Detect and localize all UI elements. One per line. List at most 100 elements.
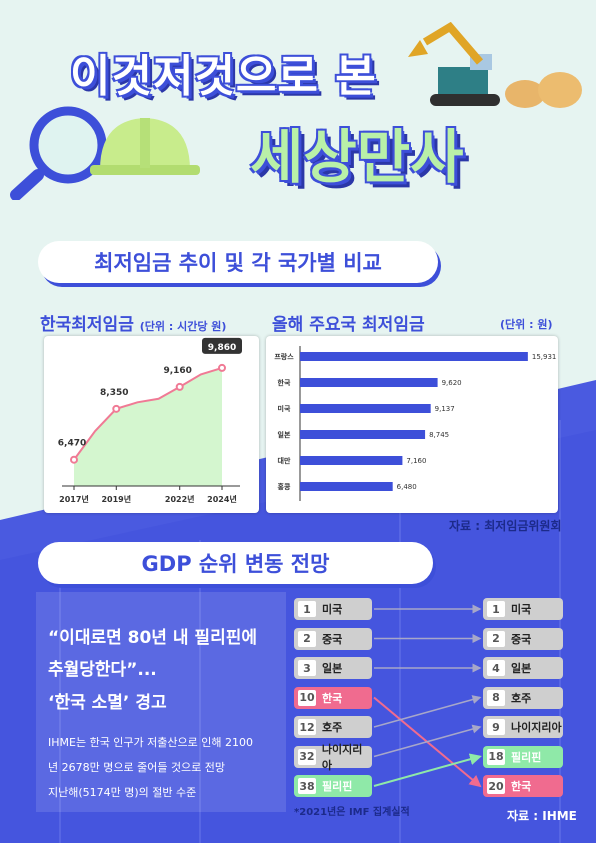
rank-number: 9 <box>487 719 505 735</box>
left-rank-item: 32 나이지리아 <box>294 743 372 772</box>
category-label: 한국 <box>278 378 291 387</box>
right-rank-item: 4 일본 <box>483 657 563 679</box>
rank-number: 2 <box>487 630 505 647</box>
korea-wage-title-text: 한국최저임금 <box>40 315 134 335</box>
page-title-line2: 세상만사 <box>250 123 464 191</box>
para-line3: 지난해(5174만 명)의 절반 수준 <box>48 786 197 799</box>
rank-number: 10 <box>298 689 316 706</box>
country-name: 호주 <box>322 721 343 734</box>
korea-wage-title: 한국최저임금 (단위 : 시간당 원) <box>40 310 226 335</box>
country-name: 미국 <box>322 603 343 616</box>
korea-wage-chart-panel: 6,470 8,350 9,160 9,860 2017년 2019년 2022년 2024년 <box>44 336 259 513</box>
rank-number: 8 <box>487 689 505 706</box>
rank-number: 4 <box>487 660 505 676</box>
quote-line2: 추월당한다”... <box>48 660 157 680</box>
country-name: 나이지리아 <box>511 721 562 734</box>
data-label: 8,350 <box>100 388 128 398</box>
data-point <box>112 404 121 413</box>
left-rank-item: 2 중국 <box>294 627 372 650</box>
category-label: 일본 <box>278 430 291 439</box>
data-point <box>218 363 226 372</box>
right-rank-item: 20 한국 <box>483 775 563 797</box>
data-label-badge <box>202 337 242 354</box>
category-label: 홍콩 <box>278 482 291 491</box>
gdp-text-box <box>36 592 286 812</box>
korea-wage-unit: (단위 : 시간당 원) <box>139 320 227 333</box>
x-tick-label: 2019년 <box>101 494 131 504</box>
left-rank-item: 1 미국 <box>294 598 372 620</box>
para-line1: IHME는 한국 인구가 저출산으로 인해 2100 <box>48 736 253 749</box>
data-label: 9,860 <box>208 343 236 353</box>
data-point <box>70 455 78 464</box>
rank-arrow <box>373 695 482 728</box>
country-name: 일본 <box>322 662 343 675</box>
country-name: 한국 <box>322 691 343 705</box>
x-tick-label: 2022년 <box>165 494 195 504</box>
left-rank-item: 12 호주 <box>294 716 372 738</box>
rank-number: 18 <box>487 748 505 765</box>
wage-line <box>73 366 223 461</box>
wage-source: 자료 : 최저임금위원회 <box>449 519 562 533</box>
korea-wage-line-chart: 6,470 8,350 9,160 9,860 2017년 2019년 2022년 2024년 <box>58 337 242 504</box>
left-rank-item: 10 한국 <box>294 686 372 709</box>
right-rank-item: 8 호주 <box>483 686 563 709</box>
value-label: 8,745 <box>429 431 449 439</box>
rank-number: 20 <box>487 778 505 794</box>
data-label: 9,160 <box>163 366 191 376</box>
x-tick-label: 2024년 <box>207 494 237 504</box>
world-wage-title: 올해 주요국 최저임금 <box>272 315 425 335</box>
category-label: 대만 <box>278 456 291 465</box>
rank-number: 3 <box>298 660 316 676</box>
excavator-icon <box>408 22 582 108</box>
value-label: 15,931 <box>532 353 557 361</box>
rank-number: 1 <box>487 601 505 617</box>
category-label: 프랑스 <box>274 352 294 361</box>
country-name: 중국 <box>322 632 343 646</box>
para-line2: 년 2678만 명으로 줄어들 것으로 전망 <box>48 761 226 774</box>
left-rank-item: 38 필리핀 <box>294 775 372 797</box>
magnifier-icon <box>10 106 107 200</box>
country-name: 중국 <box>511 632 532 646</box>
country-name: 미국 <box>511 603 532 616</box>
country-name: 호주 <box>511 691 532 705</box>
rank-number: 12 <box>298 719 316 735</box>
bar <box>300 352 528 361</box>
value-label: 7,160 <box>406 457 426 465</box>
right-rank-item: 2 중국 <box>483 627 563 650</box>
country-name: 필리핀 <box>322 780 353 793</box>
world-wage-unit: (단위 : 원) <box>500 318 553 331</box>
line-area-fill <box>74 367 222 486</box>
imf-note: *2021년은 IMF 집계실적 <box>294 807 410 818</box>
section-heading-wage: 최저임금 추이 및 각 국가별 비교 <box>38 241 438 283</box>
x-tick-label: 2017년 <box>59 494 89 504</box>
country-name: 일본 <box>511 662 532 675</box>
data-label: 6,470 <box>58 439 86 449</box>
page-title-line1: 이것저것으로 본 <box>70 51 377 102</box>
bar <box>300 404 431 413</box>
bar <box>300 430 426 439</box>
bar <box>300 456 403 465</box>
world-wage-bar-chart: 프랑스 15,931 한국 9,620 미국 9,137 일본 8,745 대만 7,160 홍콩 6… <box>274 346 557 501</box>
value-label: 9,620 <box>442 379 462 387</box>
value-label: 6,480 <box>397 483 417 491</box>
rank-number: 38 <box>298 778 316 794</box>
section-heading-gdp: GDP 순위 변동 전망 <box>38 542 433 584</box>
value-label: 9,137 <box>435 405 455 413</box>
bar <box>300 482 393 491</box>
data-point <box>175 382 184 391</box>
rank-number: 32 <box>298 748 316 765</box>
country-name: 나이지리아 <box>321 742 363 772</box>
right-rank-item: 9 나이지리아 <box>483 716 563 738</box>
rank-number: 1 <box>298 601 316 617</box>
rank-arrow <box>373 724 482 758</box>
helmet-icon <box>90 118 200 175</box>
country-name: 필리핀 <box>511 750 542 764</box>
quote-line3: ‘한국 소멸’ 경고 <box>48 693 167 713</box>
rank-arrow <box>373 753 482 787</box>
gdp-source: 자료 : IHME <box>507 809 577 823</box>
rank-number: 2 <box>298 630 316 647</box>
quote-line1: “이대로면 80년 내 필리핀에 <box>48 628 257 648</box>
category-label: 미국 <box>278 404 291 413</box>
right-rank-item: 18 필리핀 <box>483 745 563 768</box>
